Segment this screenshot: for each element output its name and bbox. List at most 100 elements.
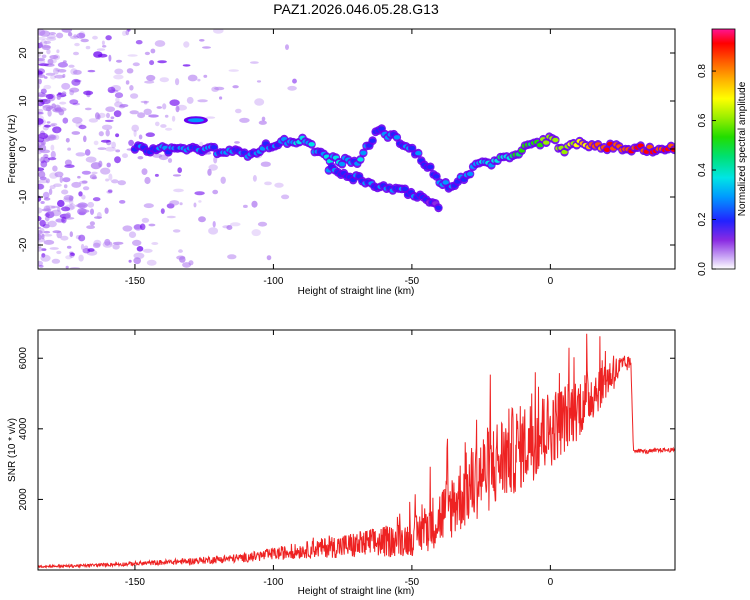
x-tick-label: -150 [125, 276, 145, 287]
noise-speckle [46, 121, 51, 124]
colorbar-tick-label: 0.4 [697, 163, 708, 177]
colorbar: 0.0 0.2 0.4 0.6 0.8 Normalized spectral ampl… [697, 28, 748, 276]
noise-speckle [281, 194, 290, 200]
noise-speckle [227, 254, 237, 260]
noise-speckle [52, 126, 62, 134]
noise-speckle [47, 157, 57, 161]
noise-speckle [82, 186, 90, 191]
noise-speckle [38, 167, 45, 172]
noise-speckle [43, 40, 51, 45]
noise-speckle [38, 215, 42, 222]
noise-speckle [59, 101, 67, 105]
snr-panel: -150 -100 -50 0 2000 4000 6000 Height of strai… [7, 329, 676, 597]
noise-speckle [100, 139, 111, 143]
noise-speckle [292, 78, 297, 84]
noise-speckle [150, 48, 156, 54]
noise-speckle [162, 103, 167, 110]
noise-speckle [45, 72, 56, 76]
noise-speckle [222, 225, 230, 229]
noise-speckle [228, 69, 239, 72]
noise-speckle [91, 171, 98, 175]
noise-speckle [63, 184, 68, 189]
noise-speckle [243, 204, 248, 208]
noise-speckle [106, 190, 113, 194]
ridge-mark-core [415, 151, 422, 156]
noise-speckle [125, 80, 130, 85]
noise-speckle [62, 177, 71, 183]
noise-speckle [43, 84, 52, 90]
noise-speckle [114, 156, 121, 164]
noise-speckle [38, 230, 43, 235]
noise-speckle [133, 224, 142, 230]
noise-speckle [251, 229, 261, 237]
y-tick-label: -20 [18, 237, 29, 252]
noise-speckle [105, 35, 112, 41]
noise-speckle [64, 164, 75, 168]
y-tick-label: -10 [18, 189, 29, 204]
ridge-mark-core [308, 142, 315, 147]
noise-speckle [105, 106, 116, 112]
noise-speckle [118, 105, 126, 109]
spectrogram-ylabel: Frequency (Hz) [7, 115, 18, 184]
noise-speckle [198, 200, 202, 203]
noise-speckle [109, 241, 113, 246]
noise-speckle [67, 31, 73, 37]
noise-speckle [110, 116, 115, 120]
noise-speckle [106, 112, 110, 119]
noise-speckle [148, 223, 156, 227]
noise-speckle [40, 254, 51, 262]
noise-speckle [98, 131, 104, 137]
noise-speckle [38, 111, 44, 115]
noise-speckle [111, 141, 116, 149]
noise-speckle [193, 202, 197, 208]
noise-speckle [258, 120, 267, 125]
noise-speckle [38, 264, 44, 268]
noise-speckle [140, 100, 150, 104]
noise-speckle [39, 41, 43, 48]
noise-speckle [39, 184, 45, 190]
noise-speckle [56, 49, 60, 54]
noise-speckle [38, 260, 43, 266]
ridge-mark-core [552, 137, 559, 143]
noise-speckle [71, 78, 81, 86]
noise-speckle [108, 173, 113, 181]
noise-speckle [61, 216, 67, 224]
noise-speckle [100, 167, 111, 175]
noise-speckle [113, 74, 124, 80]
noise-speckle [56, 230, 63, 239]
noise-speckle [69, 231, 74, 238]
noise-speckle [38, 246, 44, 252]
noise-speckle [199, 39, 205, 42]
noise-speckle [57, 62, 68, 68]
noise-speckle [41, 54, 47, 59]
noise-speckle [141, 217, 150, 223]
noise-speckle [287, 85, 297, 91]
noise-speckle [44, 124, 51, 128]
noise-speckle [41, 44, 51, 51]
noise-speckle [145, 132, 155, 137]
x-tick-label: 0 [548, 276, 554, 287]
figure-title: PAZ1.2026.046.05.28.G13 [273, 1, 439, 17]
y-tick-label: 2000 [18, 488, 29, 511]
noise-speckle [166, 215, 176, 219]
noise-speckle [208, 164, 218, 171]
y-tick-label: 4000 [18, 417, 29, 440]
noise-speckle [203, 74, 208, 78]
snr-xlabel: Height of straight line (km) [298, 586, 415, 597]
noise-speckle [131, 124, 139, 132]
noise-speckle [39, 144, 47, 152]
noise-speckle [41, 248, 47, 251]
colorbar-tick-label: 0.0 [697, 262, 708, 276]
noise-speckle [38, 226, 42, 230]
noise-speckle [78, 191, 83, 197]
noise-speckle [78, 254, 84, 262]
noise-speckle [38, 70, 43, 76]
noise-speckle [198, 216, 206, 223]
noise-speckle [155, 121, 160, 127]
noise-speckle [220, 176, 226, 184]
noise-speckle [239, 117, 250, 123]
noise-speckle [87, 248, 95, 252]
noise-speckle [169, 99, 180, 106]
noise-speckle [54, 74, 65, 79]
noise-speckle [50, 209, 62, 217]
